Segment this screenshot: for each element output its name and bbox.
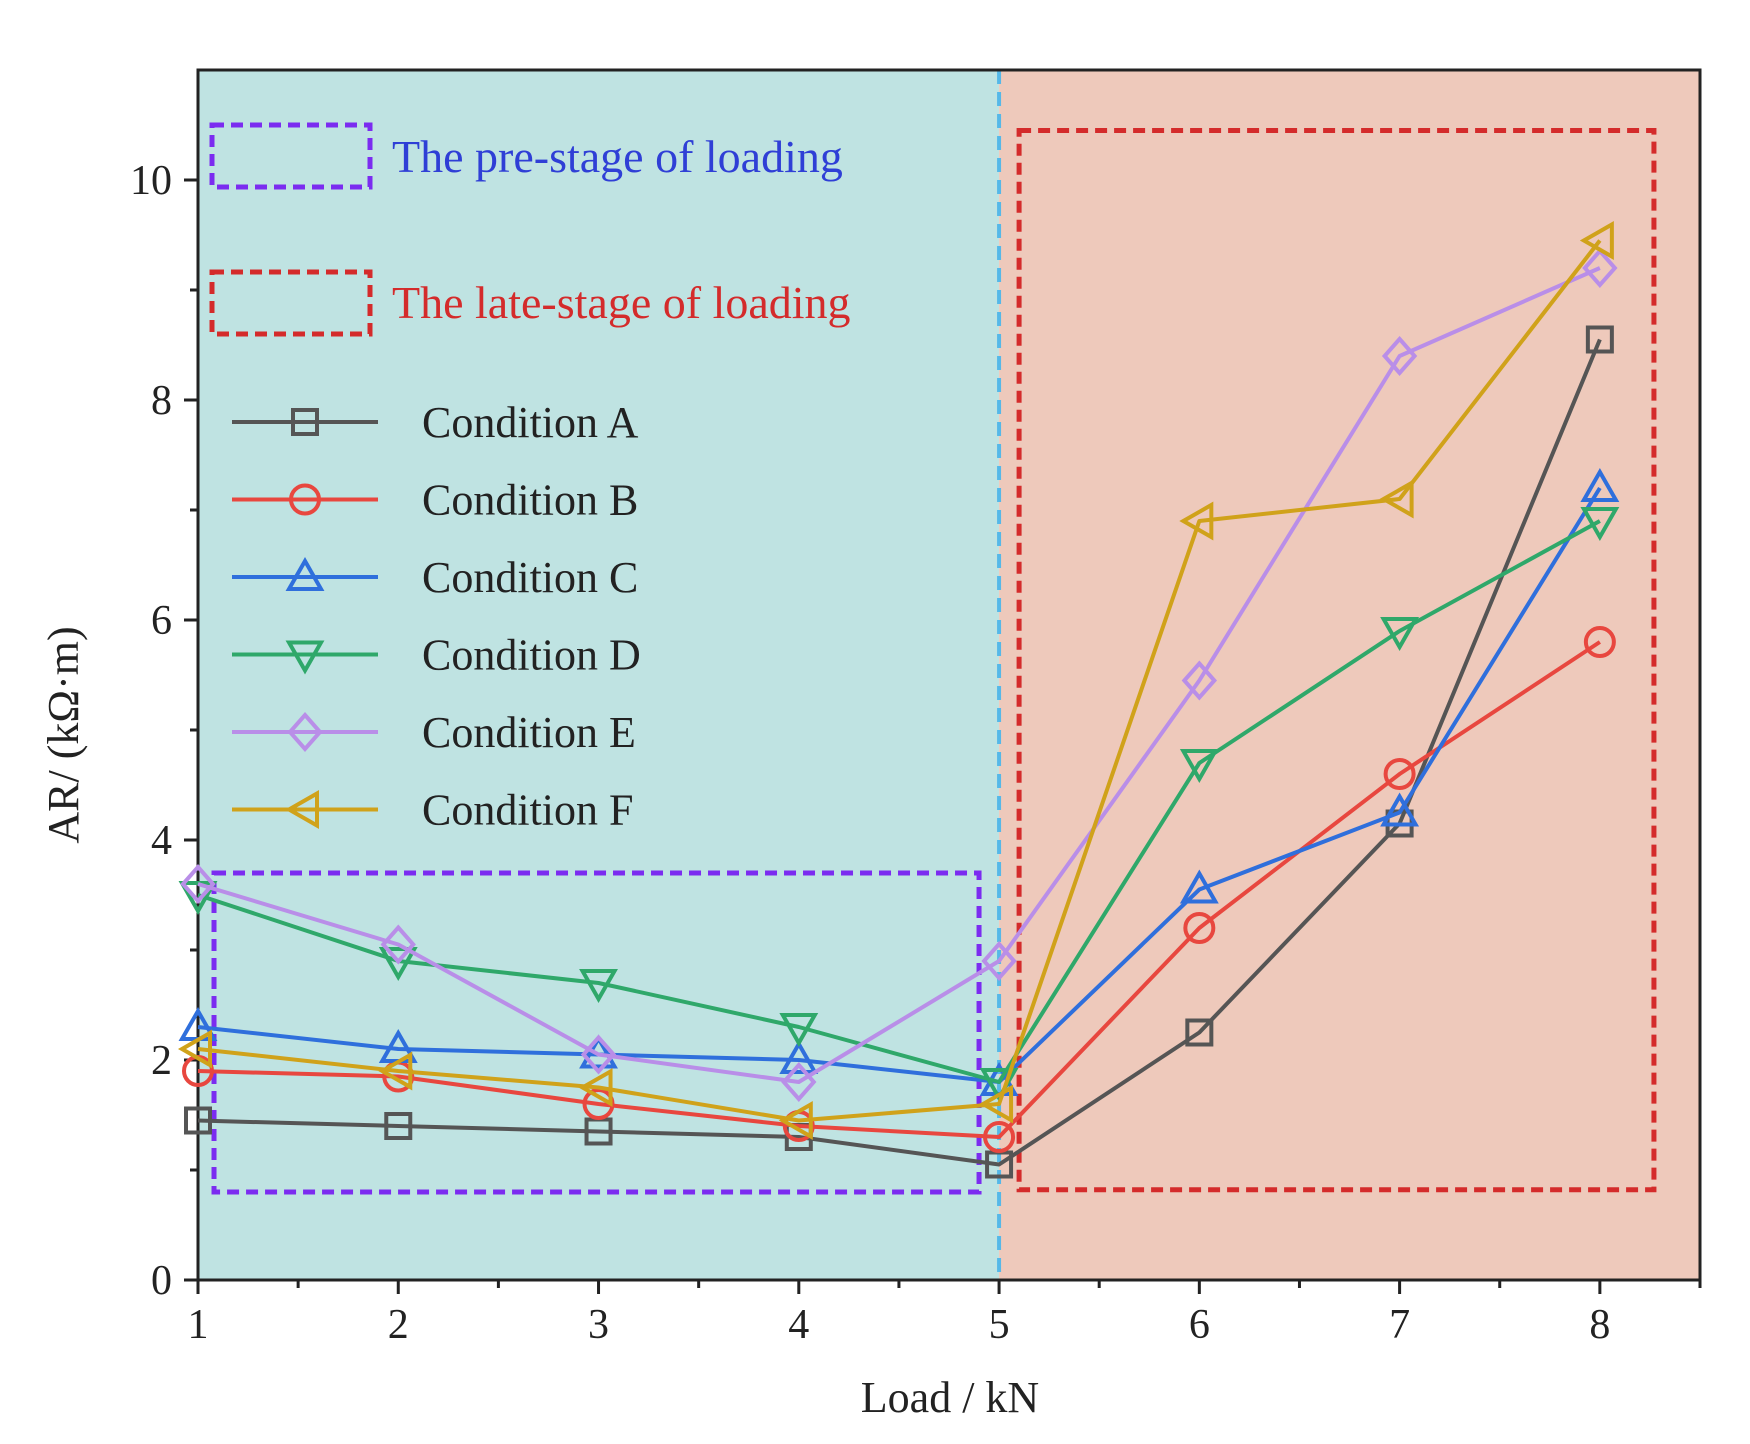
data-point [1380,617,1420,652]
data-point [779,1013,819,1048]
data-point [1383,758,1416,790]
stage-backgrounds [198,70,1700,1280]
y-tick-label: 10 [130,158,172,204]
stage-region-late [999,70,1700,1280]
data-point [180,863,216,905]
data-series [177,221,1620,1179]
legend-label: Condition B [422,476,638,525]
data-point [1582,247,1618,289]
legend-item: Condition D [232,631,641,680]
legend: Condition A Condition B Condition C Conditi… [232,398,641,835]
data-point [378,947,418,982]
series-condition-c [178,467,1620,1096]
data-point [1583,626,1616,658]
y-tick-label: 8 [151,378,172,424]
data-point [1585,325,1614,354]
x-tick-label: 3 [588,1302,609,1348]
legend-label: Condition E [422,708,636,757]
x-axis-title: Load / kN [861,1373,1039,1422]
stage-box-late [1016,128,1657,1193]
legend-marker [284,790,319,829]
data-point [781,1061,817,1103]
data-point [580,1034,617,1075]
x-tick-label: 4 [788,1302,809,1348]
series-condition-f [177,221,1614,1140]
data-point [1179,501,1214,541]
data-point [177,1029,212,1069]
data-point [983,1121,1016,1153]
legend-label: Condition C [422,553,638,602]
x-tick-label: 6 [1189,1302,1210,1348]
stage-swatch-late [209,269,373,337]
legend-marker [287,711,323,753]
data-point [579,1034,618,1069]
legend-item: Condition E [232,708,636,757]
data-point [779,1039,819,1074]
series-line [197,640,1601,1139]
legend-marker [289,483,321,516]
legend-label: Condition D [422,631,641,680]
plot-frame [196,68,1702,1282]
late-stage-label: The late-stage of loading [392,277,851,328]
legend-marker [285,556,325,591]
legend-marker [285,640,325,675]
data-point [1181,660,1218,701]
legend-item: Condition F [232,786,634,835]
series-condition-e [180,247,1618,1103]
series-line [197,266,1601,1084]
data-point [380,924,416,965]
data-point [979,1084,1014,1124]
data-point [778,1101,813,1140]
data-point [1179,869,1219,904]
data-point [1179,749,1219,784]
x-tick-label: 8 [1589,1302,1610,1348]
x-tick-label: 5 [989,1302,1010,1348]
legend-marker [291,408,319,436]
data-point [1185,1018,1214,1047]
data-point [578,1068,613,1107]
x-tick-label: 2 [388,1302,409,1348]
data-point [1580,467,1620,502]
data-point [1183,912,1216,944]
data-point [384,1112,413,1140]
series-line [197,338,1602,1167]
y-tick-label: 6 [151,598,172,644]
legend-item: Condition C [232,553,638,602]
data-point [1381,335,1418,377]
data-point [1580,507,1620,542]
axes: 1 2 3 4 5 6 7 8 0 2 4 6 8 10 [130,68,1702,1348]
data-point [378,1051,413,1091]
data-point [184,1106,212,1135]
y-tick-label: 0 [151,1258,172,1304]
legend-item: Condition A [232,398,639,447]
x-tick-label: 1 [188,1302,209,1348]
data-point [579,969,618,1004]
data-point [1380,792,1420,827]
y-tick-label: 2 [151,1038,172,1084]
data-point [981,940,1017,982]
y-axis-title: AR/ (kΩ·m) [39,626,88,843]
y-tick-label: 4 [151,818,172,864]
x-tick-label: 7 [1389,1302,1410,1348]
stage-swatch-pre [209,122,373,190]
data-point [1379,479,1414,519]
stage-box-pre [211,870,982,1195]
legend-item: Condition B [232,476,638,525]
data-point [1579,221,1614,260]
stage-overlays: The pre-stage of loading The late-stage … [209,122,851,337]
series-line [197,486,1602,1084]
legend-label: Condition F [422,786,634,835]
data-point [178,881,218,916]
pre-stage-label: The pre-stage of loading [392,131,843,182]
legend-label: Condition A [422,398,639,447]
series-line [197,239,1602,1123]
